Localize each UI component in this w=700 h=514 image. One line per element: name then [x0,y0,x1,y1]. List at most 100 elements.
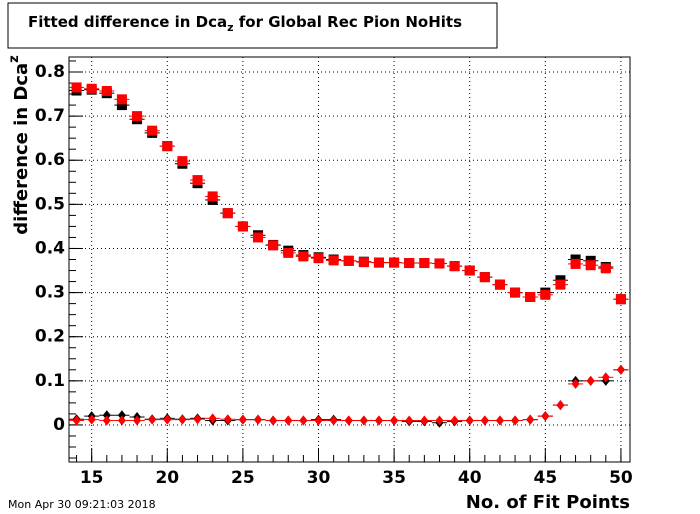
marker-square [510,287,521,298]
data-point [613,364,629,375]
marker-square [389,257,400,268]
data-point [552,279,569,290]
data-point [114,94,130,105]
data-point [431,415,448,426]
title-part: Fitted difference in Dca [28,13,227,31]
marker-square [132,111,143,122]
data-point [265,415,281,426]
data-point [477,272,493,283]
marker-square [116,100,127,111]
data-point [386,257,402,268]
marker-square [177,156,188,167]
title-box [7,2,498,49]
data-point [99,410,115,421]
marker-diamond [117,410,126,421]
data-point [189,175,206,186]
data-point [114,410,130,421]
marker-square [464,265,475,276]
marker-diamond [133,415,142,426]
y-tick-label: 0.7 [35,106,65,126]
data-point [552,400,569,411]
marker-diamond [269,415,278,426]
data-point [537,289,553,300]
marker-square [600,263,611,274]
marker-square [313,253,324,264]
data-point [189,414,206,425]
marker-square [570,258,581,269]
x-tick-label: 40 [458,468,482,488]
marker-square [358,257,369,268]
marker-square [540,289,551,300]
x-axis-label: No. of Fit Points [466,492,630,513]
y-tick-label: 0.4 [35,238,65,258]
data-point [310,415,327,426]
x-tick-label: 25 [231,468,255,488]
plot-frame [68,56,631,463]
marker-diamond [480,415,489,426]
data-point [522,292,538,302]
marker-square [162,141,173,152]
marker-square [343,255,354,266]
data-point [583,260,599,271]
marker-diamond [526,414,535,425]
data-point [613,294,629,305]
data-point [265,240,281,251]
data-point [84,414,100,425]
data-point [84,83,100,94]
marker-diamond [390,415,399,426]
marker-square [86,83,97,94]
data-point [447,415,463,426]
ylabel-part: difference in Dca [11,63,32,235]
marker-square [373,257,384,268]
marker-diamond [117,415,126,426]
marker-diamond [586,375,595,386]
x-tick-label: 30 [307,468,331,488]
marker-diamond [329,415,338,426]
marker-diamond [208,413,217,424]
data-point [220,208,236,219]
title-part: for Global Rec Pion NoHits [234,13,463,31]
x-tick-label: 20 [155,468,179,488]
marker-diamond [359,415,368,426]
data-point [205,413,221,424]
data-point [416,258,432,269]
marker-square [192,175,203,186]
data-point [371,257,387,268]
marker-diamond [87,414,96,425]
data-point [174,414,190,425]
data-point [507,287,523,298]
marker-diamond [601,372,610,383]
data-point [250,414,266,425]
marker-square [585,260,596,271]
y-tick-label: 0.3 [35,283,65,303]
data-point [174,156,190,167]
title-subscript: z [227,21,233,34]
x-tick-label: 35 [382,468,406,488]
marker-diamond [178,414,187,425]
data-point [235,414,251,425]
marker-diamond [541,411,550,422]
data-point [492,415,508,426]
marker-diamond [72,415,81,426]
marker-diamond [420,415,429,426]
marker-square [525,292,536,302]
data-point [462,265,478,276]
marker-square [404,258,415,269]
data-point [280,415,296,426]
data-point [280,247,296,258]
y-tick-label: 0.5 [35,194,65,214]
data-point [598,263,614,274]
data-point [583,375,599,386]
marker-square [283,247,294,258]
marker-square [494,279,505,290]
data-point [159,414,175,425]
data-point [462,415,478,426]
y-tick-label: 0.6 [35,150,65,170]
data-point [371,415,387,426]
marker-diamond [314,415,323,426]
x-tick-label: 15 [80,468,104,488]
marker-square [479,272,490,283]
y-tick-label: 0 [53,415,65,435]
data-point [99,415,115,426]
marker-diamond [374,415,383,426]
